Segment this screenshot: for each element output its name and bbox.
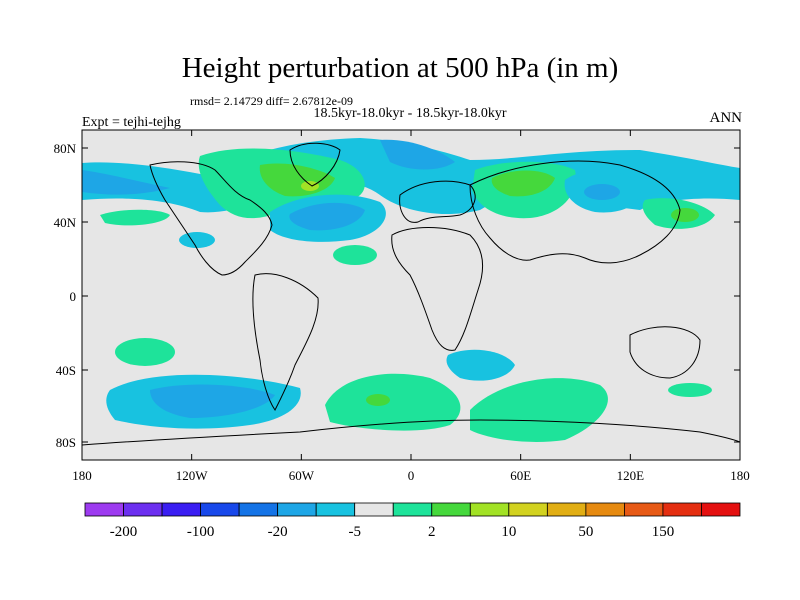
coast-asia <box>469 160 681 264</box>
coast-antarctica <box>82 419 740 446</box>
contour-pacific-blue <box>660 165 740 195</box>
colorbar-label: 50 <box>578 524 593 540</box>
contour-polar-deep <box>82 170 170 195</box>
coastlines <box>82 142 740 446</box>
contour-indian-green <box>470 378 608 442</box>
colorbar-swatch <box>585 502 625 517</box>
colorbar-label: 2 <box>428 524 436 540</box>
lon-tick-label: 180 <box>72 468 92 483</box>
colorbar-swatch <box>84 502 124 517</box>
lat-tick-label: 0 <box>70 289 77 304</box>
contour-field <box>82 138 740 442</box>
colorbar-swatch <box>277 502 317 517</box>
period-text: 18.5kyr-18.0kyr - 18.5kyr-18.0kyr <box>313 106 507 121</box>
contour-namerica-peak <box>301 181 319 191</box>
colorbar-swatch <box>624 502 664 517</box>
coast-australia <box>629 326 701 379</box>
contour-satlantic-green2 <box>366 394 390 406</box>
contour-siberia-deep <box>584 184 620 200</box>
lon-tick-label: 0 <box>408 468 415 483</box>
colorbar <box>84 502 741 517</box>
colorbar-swatch <box>123 502 163 517</box>
coast-europe <box>399 180 476 223</box>
contour-atlantic-deep <box>289 202 365 231</box>
contour-japan-green2 <box>671 208 699 222</box>
colorbar-label: -200 <box>110 524 138 540</box>
colorbar-label: -20 <box>268 524 288 540</box>
colorbar-swatch <box>662 502 702 517</box>
lon-tick-label: 120E <box>617 468 645 483</box>
coast-south-america <box>252 273 319 411</box>
contour-eurasia-green2 <box>491 170 555 197</box>
colorbar-label: -5 <box>348 524 361 540</box>
lon-tick-label: 60E <box>510 468 531 483</box>
colorbar-label: 10 <box>501 524 516 540</box>
contour-satlantic-green <box>325 373 461 431</box>
colorbar-swatch <box>431 502 471 517</box>
contour-safrica-blue <box>446 349 515 381</box>
contour-spacific-deep <box>150 384 275 418</box>
colorbar-swatch <box>469 502 510 517</box>
experiment-label: Expt = tejhi-tejhg <box>82 115 181 130</box>
contour-atlantic-small-green <box>333 245 377 265</box>
contour-spacific-green <box>115 338 175 366</box>
plot-title: Height perturbation at 500 hPa (in m) <box>181 52 619 84</box>
colorbar-swatch <box>354 502 394 517</box>
stats-text: rmsd= 2.14729 diff= 2.67812e-09 <box>190 94 353 108</box>
colorbar-labels: -200 -100 -20 -5 2 10 50 150 <box>110 524 674 540</box>
colorbar-swatch <box>200 502 240 517</box>
colorbar-swatch <box>508 502 548 517</box>
lat-tick-label: 80S <box>56 435 76 450</box>
colorbar-swatch <box>701 502 741 517</box>
lon-tick-label: 180 <box>730 468 750 483</box>
colorbar-label: -100 <box>187 524 215 540</box>
lat-tick-label: 80N <box>54 141 77 156</box>
lat-tick-label: 40N <box>54 215 77 230</box>
colorbar-swatch <box>238 502 279 517</box>
contour-australia-small-green <box>668 383 712 397</box>
season-label: ANN <box>709 110 743 126</box>
contour-pacific-small-blue <box>179 232 215 248</box>
coast-north-america <box>149 161 273 276</box>
coast-africa <box>391 227 483 351</box>
axis-ticks <box>81 130 741 460</box>
colorbar-swatch <box>315 502 356 517</box>
lon-tick-label: 120W <box>176 468 209 483</box>
colorbar-swatch <box>546 502 587 517</box>
coast-greenland <box>289 142 341 187</box>
contour-arctic-deep <box>380 139 455 170</box>
lon-tick-label: 60W <box>289 468 315 483</box>
colorbar-swatch <box>161 502 201 517</box>
lat-tick-label: 40S <box>56 363 76 378</box>
axis-tick-labels: 80N 40N 0 40S 80S 180 120W 60W 0 60E 120E 180 <box>54 141 750 483</box>
colorbar-swatch <box>392 502 433 517</box>
colorbar-label: 150 <box>652 524 675 540</box>
contour-npacific-green <box>100 209 170 226</box>
